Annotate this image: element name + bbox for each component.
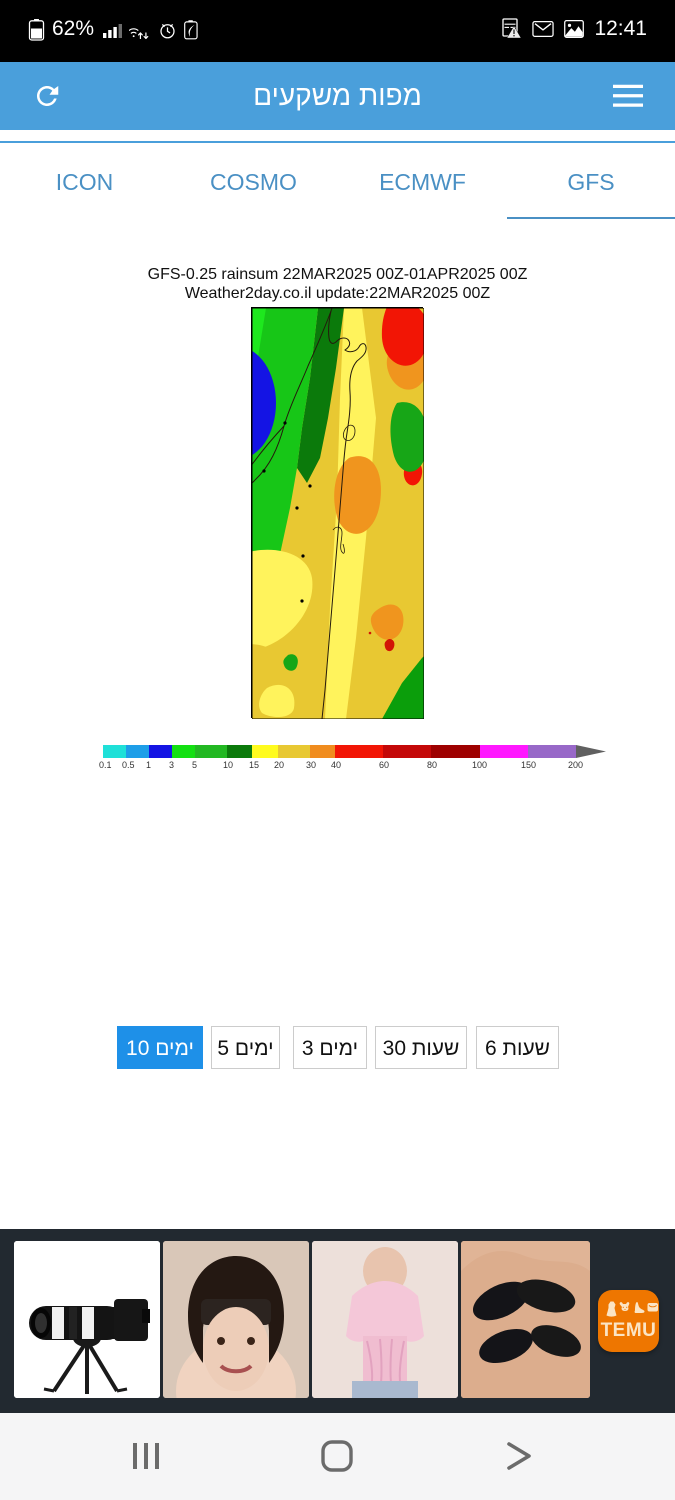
svg-text:TEMU: TEMU <box>601 1320 657 1341</box>
